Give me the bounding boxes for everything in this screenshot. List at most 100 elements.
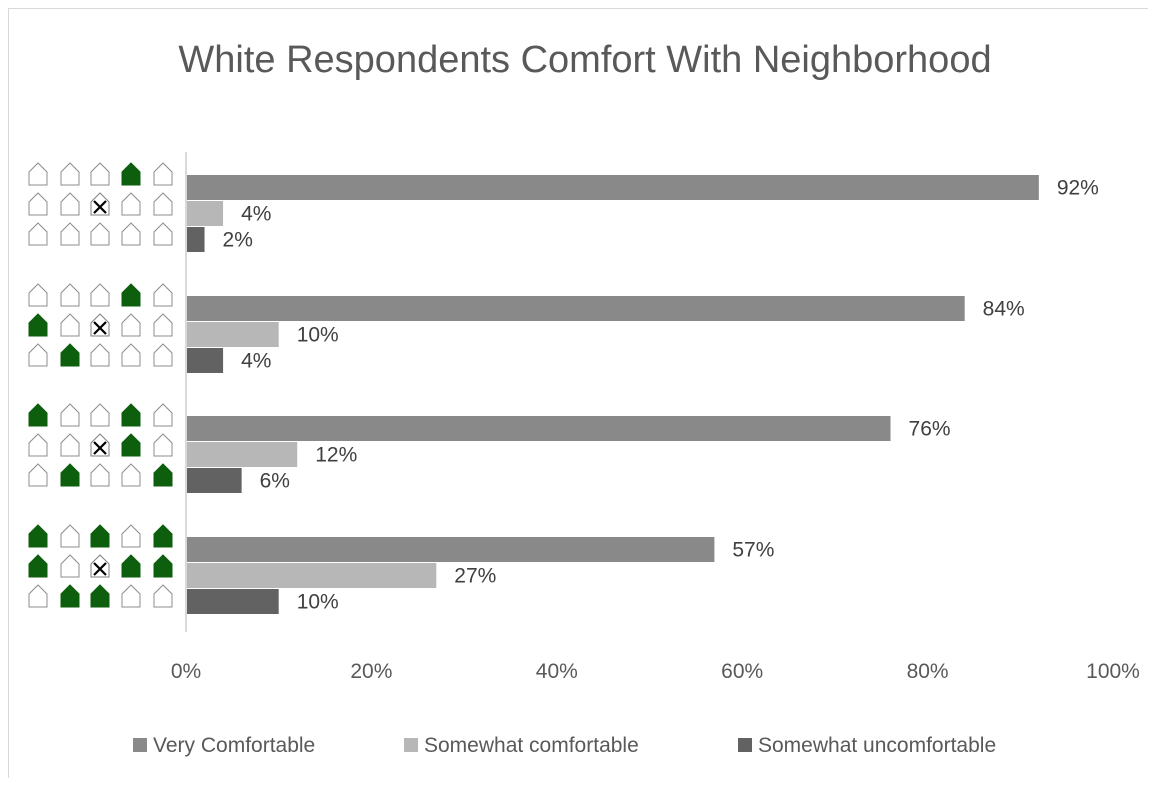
- x-tick-label: 100%: [1086, 660, 1140, 683]
- data-label: 10%: [297, 324, 339, 347]
- data-label: 57%: [732, 539, 774, 562]
- empty-house-icon: [60, 222, 80, 246]
- empty-house-icon: [28, 192, 48, 216]
- bar: [187, 416, 891, 441]
- legend-item: Somewhat comfortable: [404, 734, 639, 757]
- empty-house-icon: [90, 283, 110, 307]
- empty-house-icon: [28, 433, 48, 457]
- empty-house-icon: [90, 222, 110, 246]
- empty-house-icon: [153, 192, 173, 216]
- bar: [187, 322, 279, 347]
- legend-swatch: [133, 738, 147, 752]
- chart-title: White Respondents Comfort With Neighborh…: [178, 39, 991, 81]
- bar: [187, 201, 224, 226]
- legend-label: Somewhat uncomfortable: [758, 734, 996, 757]
- empty-house-icon: [153, 313, 173, 337]
- x-axis-ticks: 0% 20% 40% 60% 80% 100%: [171, 660, 1140, 683]
- legend-swatch: [738, 738, 752, 752]
- green-house-icon: [90, 524, 110, 548]
- data-label: 4%: [241, 350, 271, 373]
- green-house-icon: [60, 463, 80, 487]
- empty-house-icon: [153, 584, 173, 608]
- bar: [187, 175, 1039, 200]
- green-house-icon: [60, 584, 80, 608]
- empty-house-icon: [90, 463, 110, 487]
- data-label: 84%: [983, 298, 1025, 321]
- empty-house-icon: [60, 554, 80, 578]
- data-label: 92%: [1057, 177, 1099, 200]
- bar: [187, 348, 224, 373]
- chart-frame: [8, 8, 1148, 778]
- empty-house-icon: [153, 162, 173, 186]
- bar: [187, 589, 279, 614]
- green-house-icon: [121, 162, 141, 186]
- empty-house-icon: [90, 343, 110, 367]
- data-label: 6%: [260, 470, 290, 493]
- legend-label: Very Comfortable: [153, 734, 315, 757]
- data-label: 4%: [241, 203, 271, 226]
- empty-house-icon: [60, 162, 80, 186]
- empty-house-icon: [60, 524, 80, 548]
- x-house-icon: [90, 313, 110, 337]
- green-house-icon: [121, 403, 141, 427]
- x-tick-label: 60%: [721, 660, 763, 683]
- x-tick-label: 80%: [907, 660, 949, 683]
- green-house-icon: [60, 343, 80, 367]
- legend-item: Very Comfortable: [133, 734, 315, 757]
- empty-house-icon: [60, 283, 80, 307]
- legend: Very Comfortable Somewhat comfortable Some…: [133, 734, 996, 757]
- bar: [187, 442, 298, 467]
- empty-house-icon: [121, 463, 141, 487]
- x-house-icon: [90, 433, 110, 457]
- empty-house-icon: [28, 343, 48, 367]
- legend-item: Somewhat uncomfortable: [738, 734, 996, 757]
- green-house-icon: [28, 313, 48, 337]
- green-house-icon: [28, 524, 48, 548]
- empty-house-icon: [153, 283, 173, 307]
- data-label: 27%: [454, 565, 496, 588]
- empty-house-icon: [60, 403, 80, 427]
- green-house-icon: [121, 554, 141, 578]
- data-label: 2%: [223, 229, 253, 252]
- empty-house-icon: [28, 283, 48, 307]
- bars: 92% 4% 2% 84% 10% 4% 76% 12% 6% 57% 27% 10%: [187, 175, 1099, 614]
- empty-house-icon: [90, 403, 110, 427]
- green-house-icon: [121, 433, 141, 457]
- empty-house-icon: [153, 403, 173, 427]
- empty-house-icon: [28, 463, 48, 487]
- green-house-icon: [153, 463, 173, 487]
- data-label: 10%: [297, 591, 339, 614]
- x-tick-label: 0%: [171, 660, 201, 683]
- pictograms: [28, 162, 173, 608]
- empty-house-icon: [153, 433, 173, 457]
- empty-house-icon: [60, 313, 80, 337]
- empty-house-icon: [121, 343, 141, 367]
- green-house-icon: [28, 554, 48, 578]
- green-house-icon: [90, 584, 110, 608]
- empty-house-icon: [153, 222, 173, 246]
- bar: [187, 563, 437, 588]
- empty-house-icon: [28, 222, 48, 246]
- data-label: 76%: [909, 418, 951, 441]
- bar: [187, 468, 242, 493]
- empty-house-icon: [121, 584, 141, 608]
- bar: [187, 296, 965, 321]
- data-label: 12%: [315, 444, 357, 467]
- legend-label: Somewhat comfortable: [424, 734, 639, 757]
- green-house-icon: [121, 283, 141, 307]
- x-tick-label: 20%: [350, 660, 392, 683]
- legend-swatch: [404, 738, 418, 752]
- empty-house-icon: [153, 343, 173, 367]
- green-house-icon: [153, 524, 173, 548]
- empty-house-icon: [28, 584, 48, 608]
- empty-house-icon: [28, 162, 48, 186]
- bar: [187, 227, 205, 252]
- empty-house-icon: [121, 313, 141, 337]
- empty-house-icon: [90, 162, 110, 186]
- empty-house-icon: [121, 192, 141, 216]
- green-house-icon: [153, 554, 173, 578]
- green-house-icon: [28, 403, 48, 427]
- empty-house-icon: [60, 433, 80, 457]
- empty-house-icon: [121, 222, 141, 246]
